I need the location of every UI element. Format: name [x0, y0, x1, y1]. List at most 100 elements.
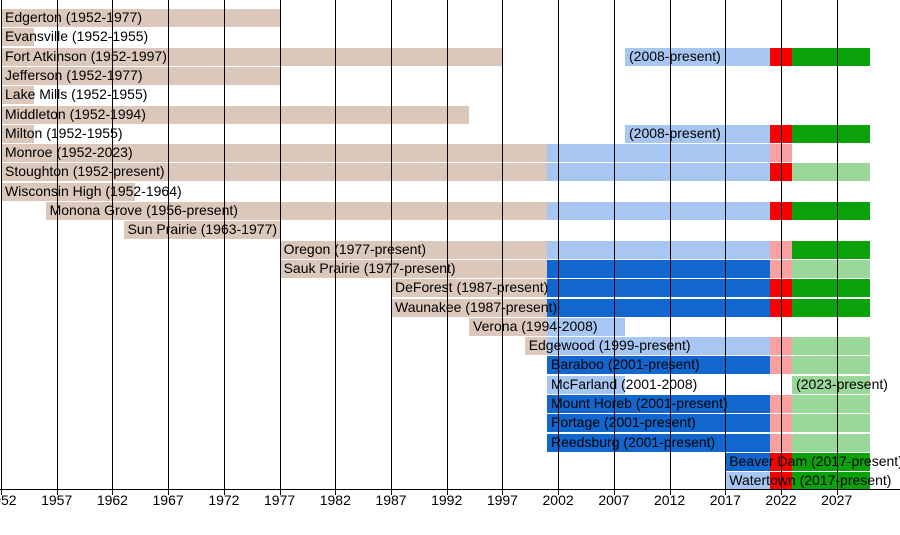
bar-segment-lake-mills-tan [1, 86, 35, 105]
gridline-1977 [279, 0, 281, 489]
bar-segment-stoughton-light_green [792, 163, 871, 182]
row-label-lake-mills: Lake Mills (1952-1955) [5, 86, 148, 103]
bar-segment-milton-dark_green [792, 124, 871, 143]
bar-segment-portage-light_green [792, 414, 871, 433]
bar-segment-verona-tan [469, 317, 547, 336]
axis-tick-label-1987: 1987 [375, 492, 407, 508]
row-label-middleton: Middleton (1952-1994) [5, 105, 146, 122]
bar-segment-milton-light_blue [625, 124, 770, 143]
bar-segment-monona-grove-tan [45, 202, 547, 220]
row-label-monona-grove: Monona Grove (1956-present) [49, 202, 238, 218]
bar-segment-edgewood-tan [524, 337, 547, 356]
axis-tick-label-1977: 1977 [264, 492, 296, 508]
gridline-2022 [781, 0, 782, 489]
row-label-watertown: Watertown (2017-present) [729, 472, 892, 489]
bar-segment-edgerton-tan [1, 9, 280, 27]
bar-segment-monona-grove-dark_green [792, 202, 871, 220]
row-label-oregon: Oregon (1977-present) [283, 240, 427, 257]
bar-segment-milton-tan [1, 124, 35, 143]
axis-tick-2007 [613, 489, 615, 495]
row-label-stoughton: Stoughton (1952-present) [5, 163, 165, 180]
axis-tick-1997 [502, 489, 504, 495]
bar-segment-sun-prairie-tan [123, 221, 280, 240]
bar-segment-verona-light_blue [547, 317, 625, 336]
gridline-1952 [1, 0, 2, 489]
row-label-beaver-dam: Beaver Dam (2017-present) [729, 452, 900, 469]
axis-tick-label-1962: 1962 [96, 492, 128, 508]
axis-tick-1982 [335, 489, 337, 495]
bar-segment-oregon-dark_green [792, 240, 871, 259]
bar-segment-jefferson-tan [1, 66, 280, 85]
bar-segment-baraboo-dark_blue [547, 356, 770, 375]
gridline-1962 [112, 0, 114, 489]
row-extra-label-fort-atkinson: (2008-present) [629, 47, 721, 64]
bar-segment-stoughton-light_blue [547, 163, 770, 182]
bar-segment-edgewood-light_blue [547, 337, 770, 356]
bar-segment-middleton-tan [1, 105, 469, 124]
axis-tick-label-2012: 2012 [654, 492, 686, 508]
axis-tick-label-2022: 2022 [765, 492, 797, 508]
bar-segment-mount-horeb-dark_blue [547, 395, 770, 413]
bar-segment-waunakee-tan [391, 298, 547, 317]
gridline-2017 [725, 0, 727, 489]
axis-tick-label-2017: 2017 [709, 492, 741, 508]
row-label-evansville: Evansville (1952-1955) [5, 28, 149, 45]
axis-tick-1977 [279, 489, 281, 495]
gridline-1992 [446, 0, 448, 489]
gridline-1997 [502, 0, 504, 489]
row-label-sauk-prairie: Sauk Prairie (1977-present) [283, 259, 456, 276]
bar-segment-fort-atkinson-light_blue [625, 47, 770, 66]
row-label-mcfarland: McFarland (2001-2008) [551, 375, 698, 392]
axis-tick-2017 [725, 489, 727, 495]
row-label-sun-prairie: Sun Prairie (1963-1977) [127, 221, 278, 238]
x-axis-line [0, 489, 900, 490]
bar-segment-waunakee-dark_blue [547, 298, 770, 317]
gridline-2007 [613, 0, 615, 489]
axis-tick-label-1992: 1992 [431, 492, 463, 508]
bar-segment-oregon-light_blue [547, 240, 770, 259]
row-label-waunakee: Waunakee (1987-present) [395, 298, 558, 315]
gridline-2002 [558, 0, 560, 489]
bar-segment-mount-horeb-light_green [792, 395, 871, 413]
bar-segment-beaver-dam-dark_green [792, 452, 871, 471]
axis-tick-1957 [56, 489, 58, 495]
axis-tick-label-2002: 2002 [542, 492, 574, 508]
bar-segment-fort-atkinson-tan [1, 47, 503, 66]
row-label-deforest: DeForest (1987-present) [395, 279, 549, 296]
bar-segment-mcfarland-light_blue [547, 375, 625, 394]
axis-tick-label-2027: 2027 [821, 492, 853, 508]
bar-segment-deforest-tan [391, 279, 547, 298]
row-extra-label-milton: (2008-present) [629, 124, 721, 141]
axis-tick-2002 [558, 489, 560, 495]
bar-segment-portage-dark_blue [547, 414, 770, 433]
bar-segment-sauk-prairie-tan [279, 259, 547, 278]
gridline-1967 [168, 0, 170, 489]
row-label-edgewood: Edgewood (1999-present) [528, 337, 691, 354]
row-label-jefferson: Jefferson (1952-1977) [5, 66, 143, 83]
axis-tick-1972 [223, 489, 225, 495]
axis-tick-1987 [391, 489, 392, 495]
gridline-1957 [56, 0, 58, 489]
bar-segment-baraboo-light_green [792, 356, 871, 375]
axis-tick-2012 [669, 489, 671, 495]
bar-segment-deforest-dark_blue [547, 279, 770, 298]
gridline-1972 [223, 0, 225, 489]
row-label-wisconsin-high: Wisconsin High (1952-1964) [5, 182, 182, 199]
bar-segment-beaver-dam-dark_blue [725, 452, 770, 471]
row-label-mount-horeb: Mount Horeb (2001-present) [551, 395, 728, 411]
bar-segment-monona-grove-light_blue [547, 202, 770, 220]
bar-segment-sauk-prairie-light_green [792, 259, 871, 278]
axis-tick-1967 [168, 489, 170, 495]
bar-segment-mcfarland-light_green [792, 375, 871, 394]
row-label-reedsburg: Reedsburg (2001-present) [551, 433, 716, 450]
bar-segment-evansville-tan [1, 28, 35, 47]
axis-tick-label-1967: 1967 [152, 492, 184, 508]
row-label-portage: Portage (2001-present) [551, 414, 696, 431]
bar-segment-wisconsin-high-tan [1, 182, 135, 201]
row-label-edgerton: Edgerton (1952-1977) [5, 9, 142, 25]
axis-tick-1992 [446, 489, 448, 495]
bar-segment-reedsburg-dark_blue [547, 433, 770, 452]
gridline-2012 [669, 0, 671, 489]
axis-tick-2022 [781, 489, 782, 495]
